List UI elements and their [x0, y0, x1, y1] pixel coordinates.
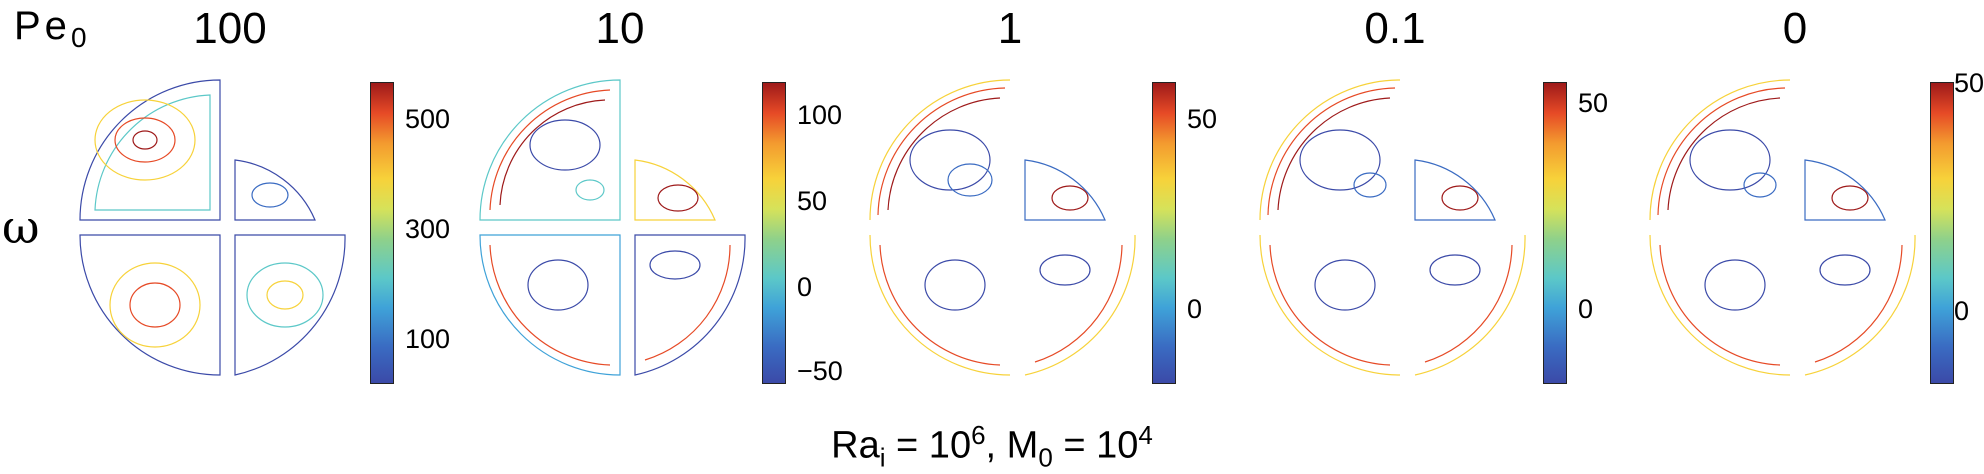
row-label-pe0: Pe0 — [14, 4, 87, 53]
contour-panel-3 — [869, 79, 1136, 376]
column-title-5: 0 — [1782, 4, 1808, 53]
colorbar-2-tick: −50 — [797, 356, 843, 386]
colorbar-2-tick: 100 — [797, 100, 843, 130]
colorbar-2 — [762, 82, 786, 384]
colorbar-4 — [1543, 82, 1567, 384]
colorbar-5-tick: 50 — [1954, 68, 1984, 98]
contour-panel-5 — [1649, 79, 1916, 376]
colorbar-1-tick: 300 — [405, 214, 451, 244]
colorbar-3-tick: 0 — [1187, 294, 1203, 324]
colorbar-5-tick: 0 — [1954, 296, 1970, 326]
column-title-3: 1 — [997, 4, 1023, 53]
contour-panel-4 — [1259, 79, 1526, 376]
colorbar-5 — [1930, 82, 1954, 384]
column-title-4: 0.1 — [1364, 4, 1426, 53]
colorbar-1-tick: 500 — [405, 104, 451, 134]
column-title-2: 10 — [595, 4, 645, 53]
column-title-1: 100 — [193, 4, 267, 53]
parameter-caption: Rai = 106, M0 = 104 — [831, 420, 1153, 473]
colorbar-2-tick: 50 — [797, 186, 828, 216]
colorbar-1 — [370, 82, 394, 384]
contour-panel-1 — [79, 79, 346, 376]
contour-panel-2 — [479, 79, 746, 376]
omega-label: ω — [2, 200, 40, 254]
colorbar-3-tick: 50 — [1187, 104, 1218, 134]
colorbar-2-tick: 0 — [797, 272, 813, 302]
colorbar-4-tick: 0 — [1578, 294, 1594, 324]
colorbar-3 — [1152, 82, 1176, 384]
colorbar-4-tick: 50 — [1578, 88, 1609, 118]
colorbar-1-tick: 100 — [405, 324, 451, 354]
